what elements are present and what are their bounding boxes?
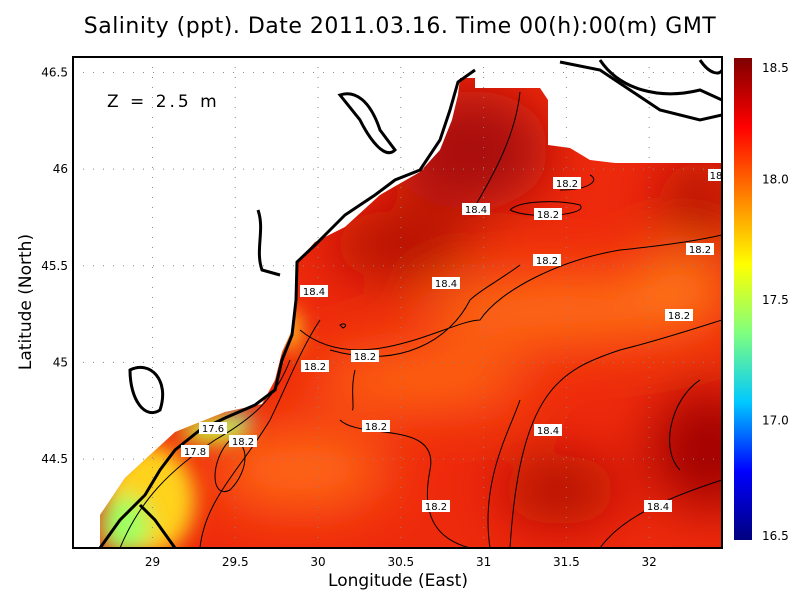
x-tick-label: 31: [476, 555, 491, 569]
contour-label: 18.2: [304, 362, 326, 373]
contour-label-box: [362, 420, 390, 432]
contour-label: 18.4: [647, 502, 669, 513]
contour-label-box: [301, 360, 329, 372]
contour-label: 18.2: [536, 256, 558, 267]
x-tick-label: 31.5: [553, 555, 580, 569]
depth-label: Z = 2.5 m: [107, 92, 220, 112]
contour-label: 18.2: [537, 210, 559, 221]
contour-label: 18.4: [537, 426, 559, 437]
y-tick-label: 45.5: [41, 259, 68, 273]
contour-label: 18.4: [435, 279, 457, 290]
contour-label: 18.2: [556, 179, 578, 190]
colorbar-ticks: 18.5 18.0 17.5 17.0 16.5: [762, 61, 789, 543]
grid-lines: [73, 57, 722, 548]
contour-label: 18.2: [689, 245, 711, 256]
contour-label: 18: [710, 171, 723, 182]
x-tick-label: 32: [642, 555, 657, 569]
x-tick-label: 29.5: [222, 555, 249, 569]
contour-label-box: [422, 500, 450, 512]
y-tick-label: 45: [53, 355, 68, 369]
contour-label: 18.2: [232, 437, 254, 448]
colorbar-tick-label: 18.5: [762, 61, 789, 75]
y-tick-label: 46.5: [41, 65, 68, 79]
contour-label: 18.2: [354, 352, 376, 363]
contour-label: 17.8: [184, 447, 206, 458]
x-tick-label: 30: [310, 555, 325, 569]
colorbar-tick-label: 18.0: [762, 173, 789, 187]
y-tick-label: 44.5: [41, 452, 68, 466]
contour-label: 18.2: [425, 502, 447, 513]
y-axis-ticks: 44.5 45 45.5 46 46.5: [41, 65, 68, 466]
y-axis-label: Latitude (North): [16, 234, 36, 370]
contour-label-box: [644, 500, 672, 512]
plot-frame: [72, 56, 723, 549]
contour-label-box: [181, 445, 209, 457]
contour-label-box: [462, 203, 490, 215]
contour-label-box: [351, 350, 379, 362]
contour-label-box: [686, 243, 714, 255]
contour-label: 18.4: [303, 287, 325, 298]
x-axis-ticks: 29 29.5 30 30.5 31 31.5 32: [145, 555, 657, 569]
contour-label-box: [229, 435, 257, 447]
x-axis-label: Longitude (East): [328, 571, 468, 591]
contour-label: 18.2: [365, 422, 387, 433]
colorbar-tick-label: 17.0: [762, 414, 789, 428]
contour-label-box: [300, 285, 328, 297]
y-tick-label: 46: [53, 162, 68, 176]
colorbar-tick-label: 16.5: [762, 529, 789, 543]
contour-label: 17.6: [202, 424, 224, 435]
contour-label-box: [534, 208, 562, 220]
contour-label: 18.2: [668, 311, 690, 322]
colorbar: [734, 58, 752, 540]
contour-label-box: [533, 254, 561, 266]
chart-title: Salinity (ppt). Date 2011.03.16. Time 00…: [83, 14, 717, 39]
contour-label-box: [665, 309, 693, 321]
contour-label: 18.4: [465, 205, 487, 216]
salinity-field: [100, 78, 722, 548]
contour-label-box: [199, 422, 227, 434]
contour-label-box: [708, 169, 722, 181]
coastline: [98, 59, 722, 548]
x-tick-label: 30.5: [387, 555, 414, 569]
x-tick-label: 29: [145, 555, 160, 569]
contour-label-box: [534, 424, 562, 436]
contour-label-box: [432, 277, 460, 289]
colorbar-tick-label: 17.5: [762, 293, 789, 307]
contour-label-box: [553, 177, 581, 189]
contour-labels: 18.2 18.4 18.2 18.2 18.4 18.4 18.2 18.2 18.2 18.2…: [181, 169, 723, 513]
